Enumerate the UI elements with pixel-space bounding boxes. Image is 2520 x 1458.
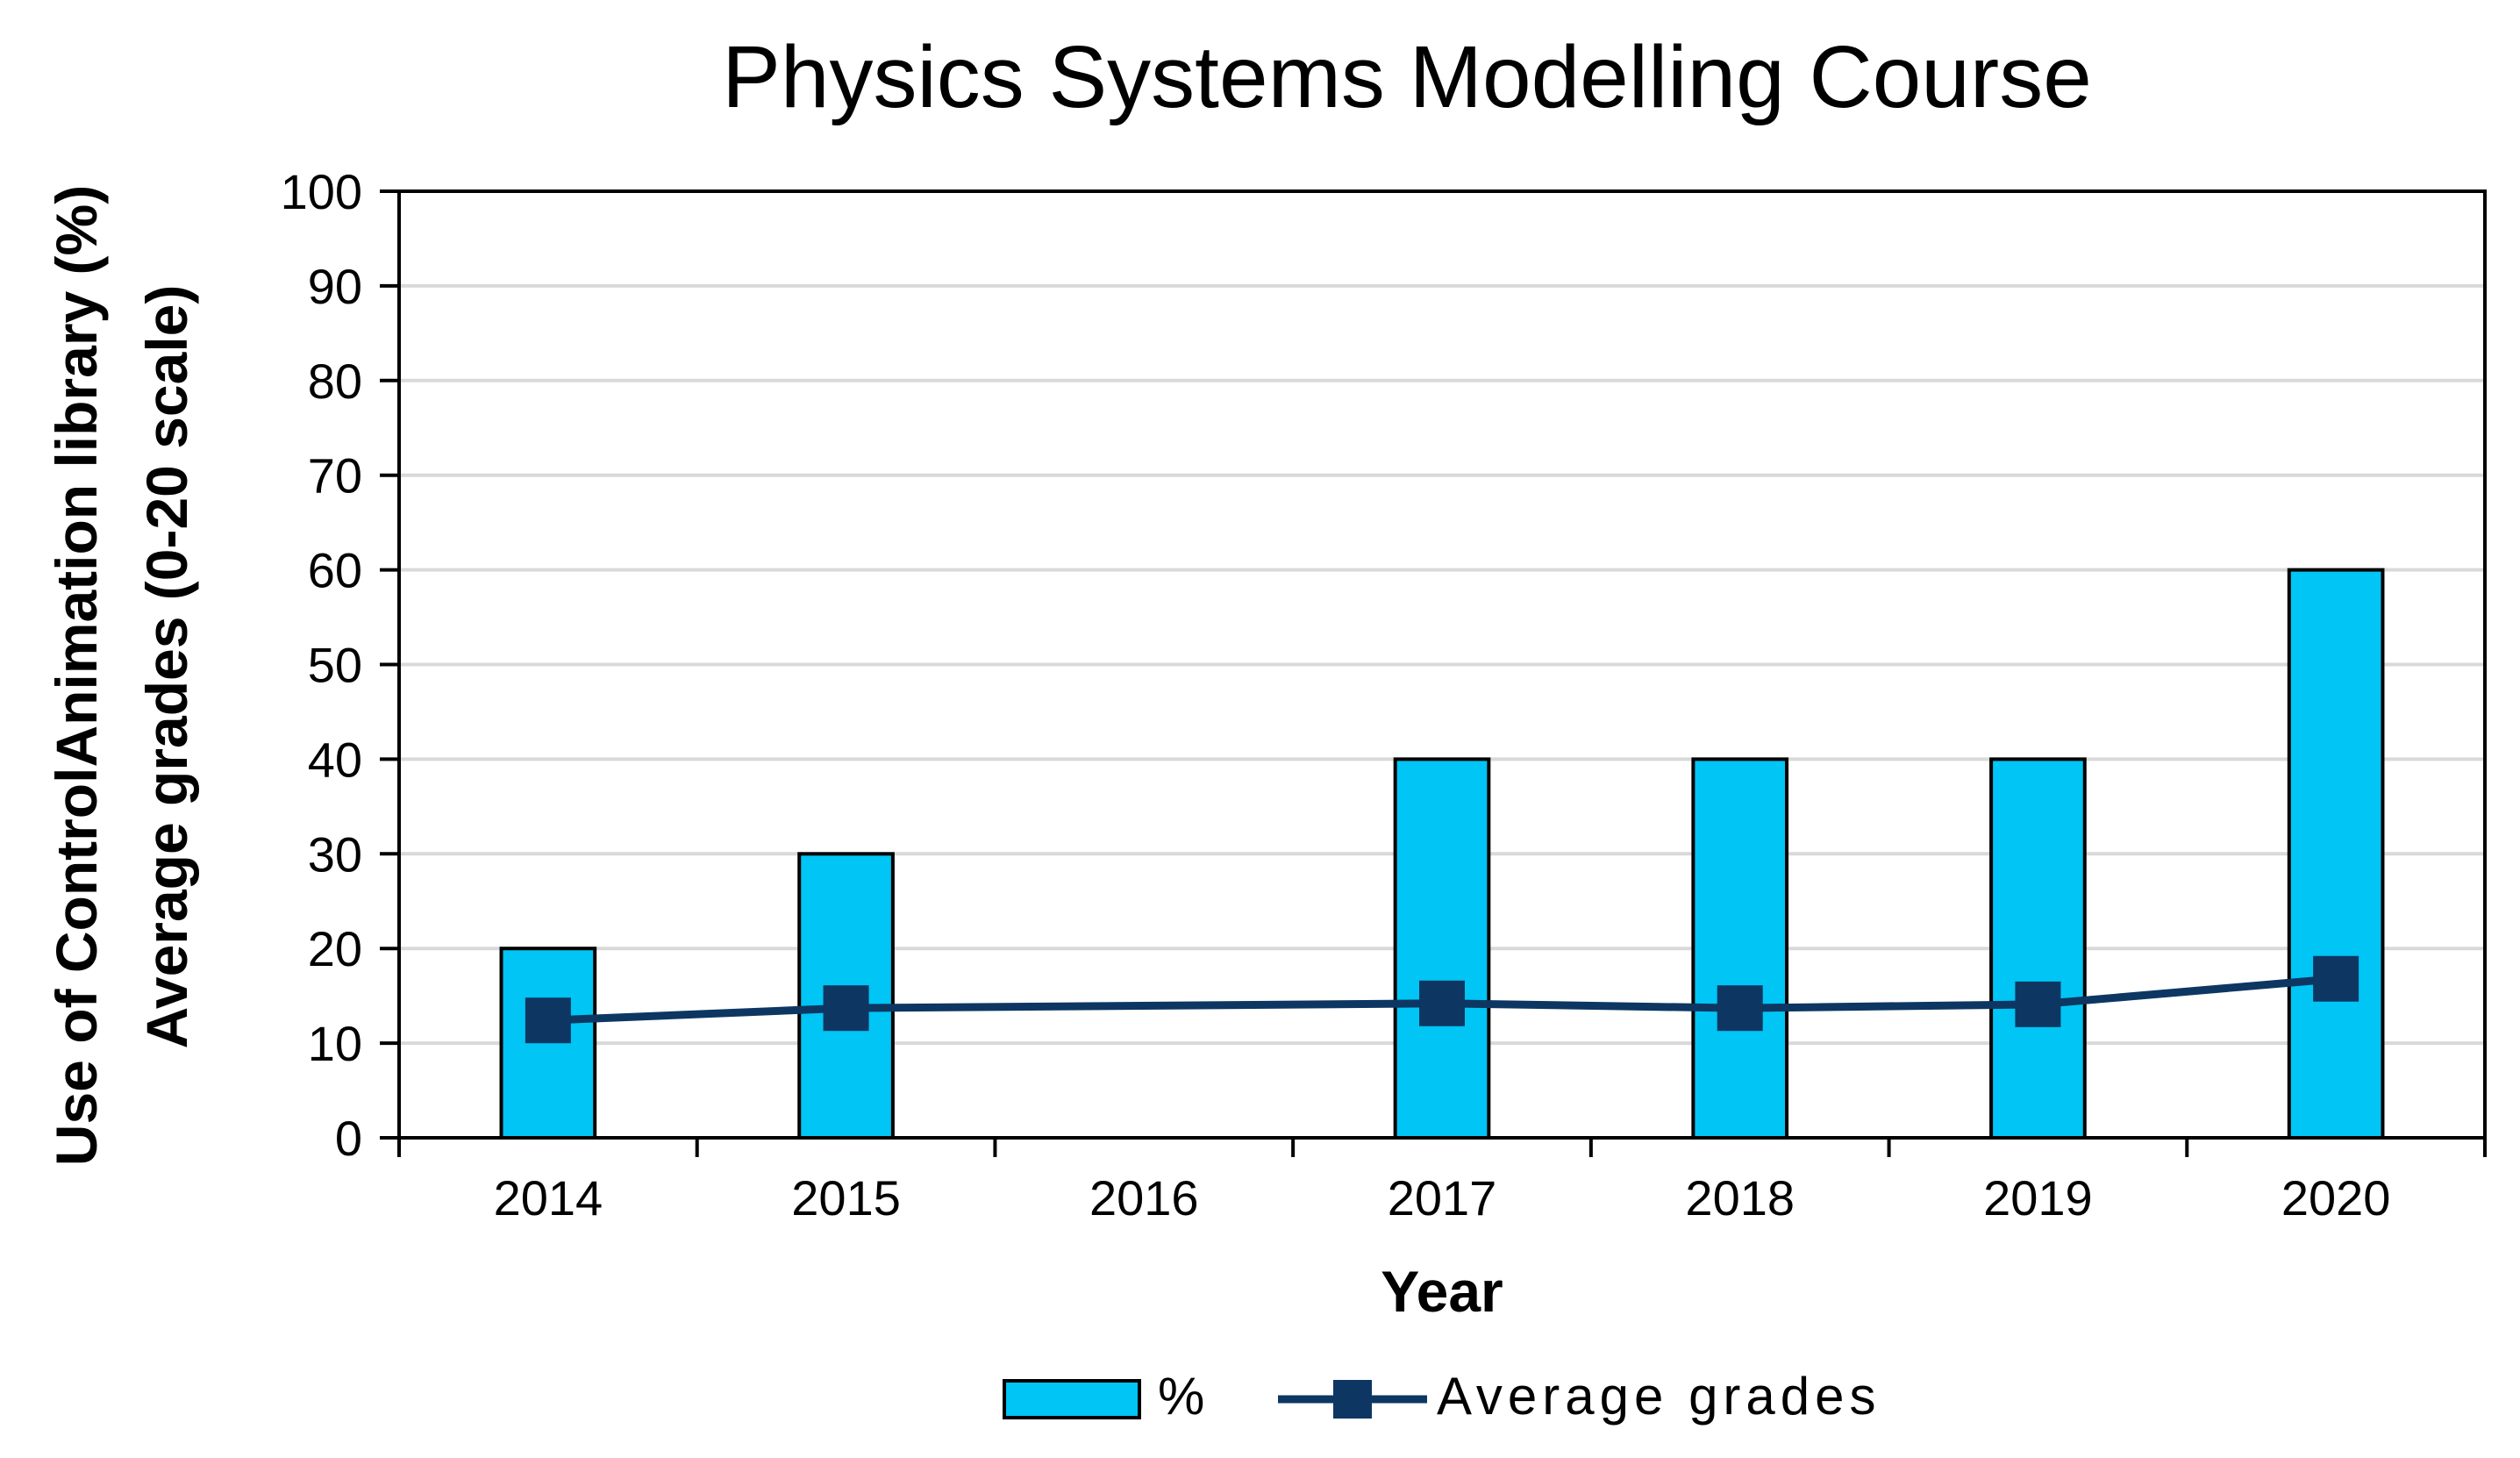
y-tick-label: 30: [308, 826, 362, 882]
gridlines: [399, 283, 2485, 1046]
x-tick-label: 2016: [1089, 1170, 1199, 1226]
x-axis-ticks: 2014 2015 2016 2017 2018 2019 2020: [397, 1138, 2487, 1226]
y-axis-label-usage: Use of ControlAnimation library (%): [44, 185, 109, 1166]
bar-2014: [499, 947, 597, 1140]
x-tick-label: 2019: [1983, 1170, 2093, 1226]
grade-marker-2015: [823, 985, 869, 1032]
bar-2020: [2287, 568, 2385, 1140]
bar-2018: [1691, 757, 1789, 1140]
y-tick-label: 70: [308, 448, 362, 504]
x-tick-label: 2020: [2281, 1170, 2391, 1226]
y-tick-label: 40: [308, 732, 362, 787]
legend-line-marker: [1333, 1380, 1372, 1419]
bar-2017: [1393, 757, 1491, 1140]
x-tick-label: 2015: [791, 1170, 901, 1226]
y-tick-label: 100: [281, 164, 362, 219]
grade-marker-2019: [2015, 981, 2061, 1027]
grade-marker-2020: [2313, 955, 2359, 1002]
x-tick-label: 2014: [494, 1170, 603, 1226]
y-tick-label: 20: [308, 921, 362, 976]
legend: % Average grades: [1003, 1367, 1881, 1426]
y-tick-label: 10: [308, 1016, 362, 1071]
x-tick-label: 2018: [1685, 1170, 1795, 1226]
y-tick-label: 90: [308, 259, 362, 314]
legend-bar-label: %: [1158, 1367, 1204, 1426]
average-grades-line: [544, 975, 2340, 1025]
grade-marker-2018: [1717, 985, 1763, 1032]
y-tick-label: 80: [308, 354, 362, 409]
chart-title: Physics Systems Modelling Course: [722, 28, 2092, 126]
line-series: [525, 955, 2359, 1044]
y-tick-label: 0: [335, 1111, 362, 1166]
bar-series: [499, 568, 2385, 1140]
x-tick-label: 2017: [1388, 1170, 1497, 1226]
bar-2019: [1989, 757, 2087, 1140]
grade-marker-2014: [525, 997, 571, 1044]
y-tick-label: 60: [308, 543, 362, 598]
legend-bar-swatch: [1003, 1379, 1141, 1419]
y-axis-label-grades: Average grades (0-20 scale): [134, 285, 199, 1049]
legend-line-label: Average grades: [1437, 1367, 1881, 1426]
x-axis-label: Year: [1381, 1259, 1503, 1324]
y-axis-ticks: 0 10 20 30 40 50 60 70 80 90 100: [281, 164, 399, 1166]
grade-marker-2017: [1419, 980, 1465, 1026]
y-tick-label: 50: [308, 638, 362, 693]
